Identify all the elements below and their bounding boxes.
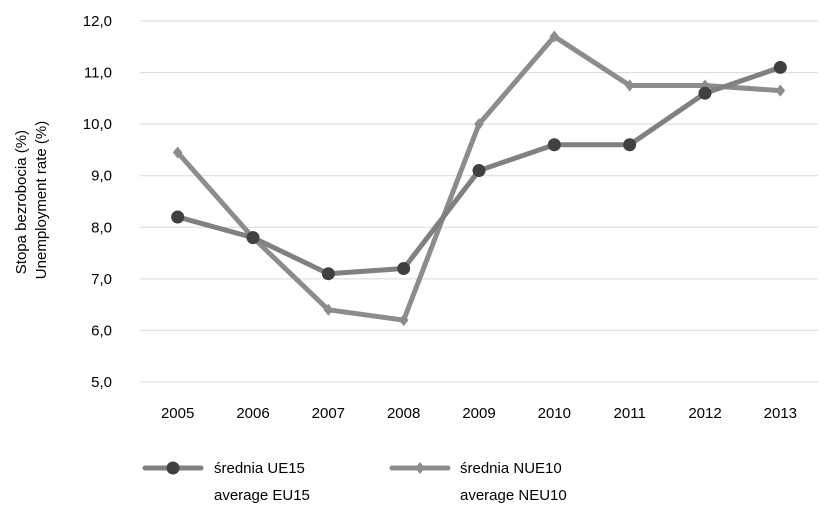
- y-tick-label: 6,0: [91, 322, 112, 339]
- legend-label: średnia UE15: [214, 460, 305, 477]
- data-point: [397, 262, 411, 276]
- series-line: [175, 33, 783, 323]
- legend-label: average EU15: [214, 487, 310, 504]
- data-point: [171, 210, 185, 224]
- data-point: [623, 138, 637, 152]
- data-point: [624, 79, 635, 92]
- x-tick-label: 2013: [764, 405, 797, 422]
- series-neu10: [172, 30, 786, 327]
- data-point: [549, 30, 560, 43]
- legend-item: średnia UE15 average EU15: [142, 460, 310, 504]
- data-point: [474, 118, 484, 131]
- series-eu15: [171, 60, 787, 281]
- gridlines: [140, 20, 818, 383]
- x-tick-label: 2005: [161, 405, 194, 422]
- data-point: [547, 138, 561, 152]
- data-point: [773, 60, 787, 74]
- x-tick-label: 2008: [387, 405, 420, 422]
- y-tick-label: 5,0: [91, 374, 112, 391]
- x-tick-label: 2010: [538, 405, 571, 422]
- x-tick-label: 2012: [688, 405, 721, 422]
- y-axis-title: Stopa bezrobocia (%) Unemployment rate (…: [13, 121, 50, 279]
- y-tick-label: 10,0: [83, 116, 112, 133]
- x-tick-label: 2006: [236, 405, 269, 422]
- data-point: [472, 164, 486, 178]
- data-point: [321, 267, 335, 281]
- legend-marker: [166, 461, 180, 475]
- y-tick-label: 11,0: [84, 65, 112, 82]
- data-point: [398, 314, 409, 327]
- x-tick-label: 2011: [614, 405, 646, 422]
- legend-label: średnia NUE10: [460, 460, 562, 477]
- legend-label: average NEU10: [460, 487, 567, 504]
- series-layer: [171, 30, 787, 327]
- y-tick-label: 8,0: [91, 219, 112, 236]
- legend: średnia UE15 average EU15 średnia NUE10 ave…: [142, 460, 567, 504]
- legend-item: średnia NUE10 average NEU10: [389, 460, 567, 504]
- x-tick-label: 2009: [462, 405, 495, 422]
- y-axis-tick-labels: 5,0 6,0 7,0 8,0 9,0 10,0 11,0 12,0: [83, 13, 112, 391]
- y-tick-label: 7,0: [91, 271, 112, 288]
- data-point: [700, 79, 710, 92]
- x-axis-tick-labels: 2005 2006 2007 2008 2009 2010 2011 2012 2013: [161, 405, 797, 422]
- data-point: [698, 86, 712, 100]
- x-tick-label: 2007: [312, 405, 345, 422]
- legend-marker: [415, 462, 425, 474]
- data-point: [323, 303, 334, 316]
- data-point: [246, 231, 260, 245]
- y-tick-label: 12,0: [83, 13, 112, 30]
- data-point: [172, 146, 183, 159]
- y-tick-label: 9,0: [91, 168, 112, 185]
- data-point: [775, 84, 786, 97]
